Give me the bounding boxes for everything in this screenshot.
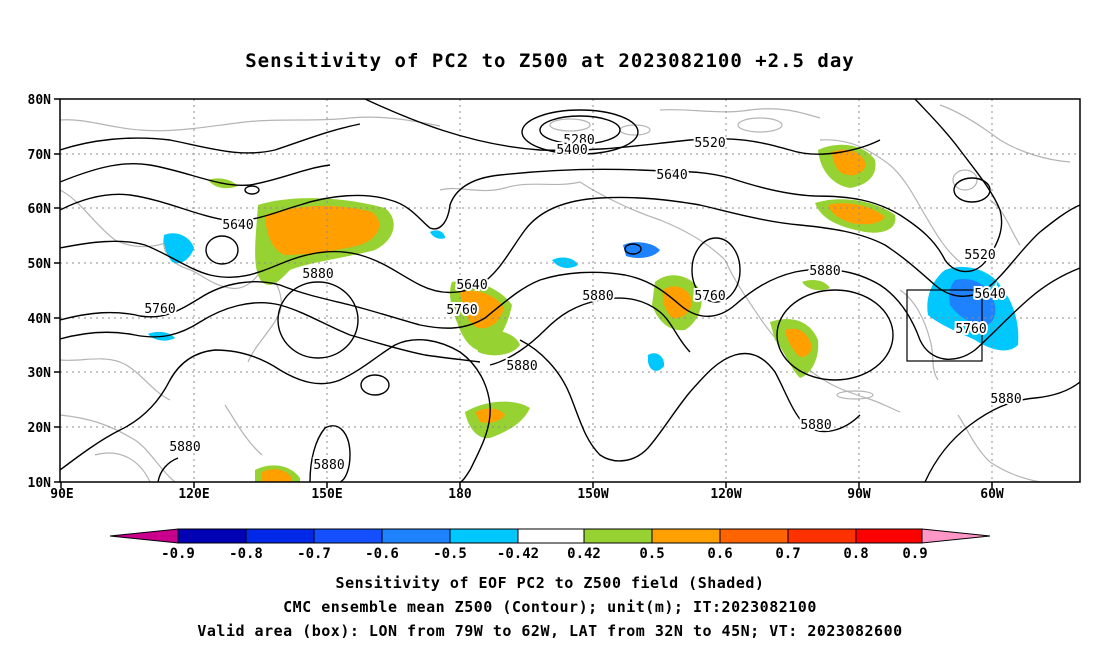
sensitivity-shading	[148, 144, 1019, 482]
lat-label: 50N	[28, 257, 52, 272]
lat-labels: 80N 70N 60N 50N 40N 30N 20N 10N	[28, 93, 52, 491]
contour-label: 5880	[800, 418, 831, 433]
contour-label: 5640	[656, 168, 687, 183]
caption-line-1: Sensitivity of EOF PC2 to Z500 field (Sh…	[335, 574, 765, 592]
lat-label: 70N	[28, 148, 52, 163]
caption-line-2: CMC ensemble mean Z500 (Contour); unit(m…	[283, 598, 817, 616]
contour-label: 5880	[506, 359, 537, 374]
colorbar-label: -0.9	[161, 546, 195, 562]
lon-label: 150W	[577, 487, 608, 502]
colorbar-box	[449, 528, 519, 544]
caption-line-3: Valid area (box): LON from 79W to 62W, L…	[197, 622, 903, 640]
colorbar-box	[583, 528, 653, 544]
contour-label: 5760	[446, 303, 477, 318]
lat-label: 10N	[28, 476, 52, 491]
shade-blue-8	[430, 230, 445, 239]
contour-label: 5520	[694, 136, 725, 151]
colorbar-arrow-left	[109, 528, 179, 544]
colorbar: -0.9 -0.8 -0.7 -0.6 -0.5 -0.42 0.42 0.5 …	[109, 528, 991, 562]
shade-orange-1	[265, 205, 380, 255]
colorbar-box	[245, 528, 315, 544]
colorbar-label: -0.7	[297, 546, 331, 562]
contour-label-group: 5280 5400 5520 5640 5640 5640 5520 5640 …	[142, 131, 1023, 475]
shade-orange-6	[832, 149, 866, 176]
lon-label: 90W	[847, 487, 871, 502]
contour-label: 5640	[456, 278, 487, 293]
colorbar-label: -0.8	[229, 546, 263, 562]
colorbar-box	[787, 528, 857, 544]
colorbar-box	[719, 528, 789, 544]
lon-labels: 90E 120E 150E 180 150W 120W 90W 60W	[50, 487, 1004, 502]
lon-label: 150E	[311, 487, 342, 502]
contour-label: 5880	[169, 440, 200, 455]
colorbar-label: -0.6	[365, 546, 399, 562]
coastlines	[60, 104, 1071, 482]
colorbar-arrow-right	[921, 528, 991, 544]
lon-label: 120E	[178, 487, 209, 502]
shade-blue-3	[163, 233, 194, 264]
colorbar-box	[855, 528, 923, 544]
contour-label: 5880	[313, 458, 344, 473]
shade-blue-5	[648, 353, 665, 371]
contour-label: 5400	[556, 143, 587, 158]
contour-label: 5880	[582, 289, 613, 304]
colorbar-label: 0.8	[843, 546, 868, 562]
lon-label: 60W	[980, 487, 1004, 502]
contour-label: 5760	[955, 322, 986, 337]
shade-green-11	[802, 280, 830, 291]
colorbar-label: 0.9	[902, 546, 927, 562]
shade-orange-9	[262, 469, 292, 482]
lon-label: 180	[448, 487, 472, 502]
shade-orange-2	[460, 290, 504, 329]
shade-orange-5	[785, 328, 812, 357]
colorbar-label: 0.7	[775, 546, 800, 562]
contour-label: 5880	[990, 392, 1021, 407]
shade-green-3	[475, 329, 520, 356]
colorbar-label: 0.5	[639, 546, 664, 562]
colorbar-box	[651, 528, 721, 544]
contour-label: 5640	[222, 218, 253, 233]
map-frame	[59, 98, 1081, 483]
shade-orange-7	[828, 203, 885, 225]
lon-label: 120W	[710, 487, 741, 502]
grid-lines	[60, 99, 1080, 482]
lat-label: 80N	[28, 93, 52, 108]
tick-marks	[54, 98, 993, 488]
colorbar-box	[177, 528, 247, 544]
colorbar-label: 0.42	[567, 546, 601, 562]
contour-label: 5520	[964, 248, 995, 263]
colorbar-box	[381, 528, 451, 544]
contour-label: 5880	[302, 267, 333, 282]
contour-label: 5760	[694, 289, 725, 304]
lat-label: 60N	[28, 202, 52, 217]
lat-label: 30N	[28, 366, 52, 381]
colorbar-label: -0.5	[433, 546, 467, 562]
z500-contours	[60, 99, 1080, 482]
lat-label: 40N	[28, 312, 52, 327]
lat-label: 20N	[28, 421, 52, 436]
lon-label: 90E	[50, 487, 73, 502]
colorbar-box	[517, 528, 585, 544]
chart-title: Sensitivity of PC2 to Z500 at 2023082100…	[245, 50, 855, 72]
colorbar-label: 0.6	[707, 546, 732, 562]
contour-label: 5760	[144, 302, 175, 317]
colorbar-box	[313, 528, 383, 544]
contour-label: 5640	[974, 287, 1005, 302]
contour-label: 5880	[809, 264, 840, 279]
colorbar-label: -0.42	[497, 546, 539, 562]
valid-area-box	[906, 289, 983, 362]
contour-label: 5280	[563, 133, 594, 148]
